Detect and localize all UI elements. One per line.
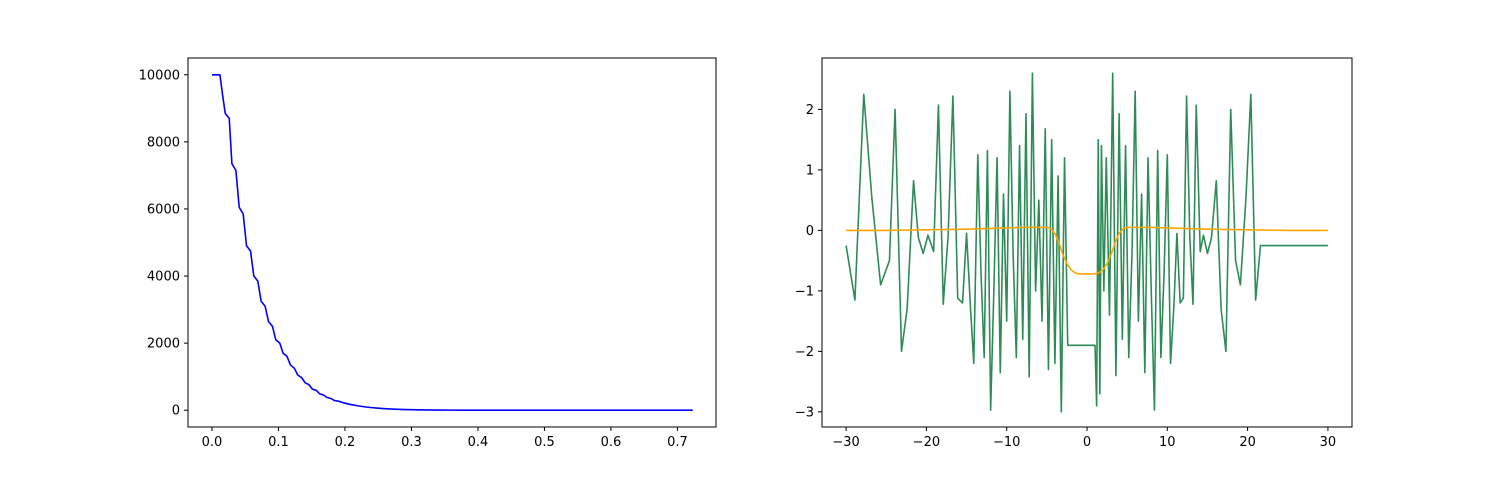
y-tick-label: −1 <box>795 284 814 299</box>
x-tick-label: 20 <box>1239 435 1256 450</box>
x-tick-label: −30 <box>832 435 859 450</box>
x-tick-label: 0.2 <box>335 435 356 450</box>
x-tick-label: 0.5 <box>534 435 555 450</box>
y-tick-label: 6000 <box>147 202 180 217</box>
y-tick-label: 10000 <box>139 68 180 83</box>
x-tick-label: 0.7 <box>667 435 688 450</box>
x-tick-label: 0 <box>1083 435 1091 450</box>
axes-frame <box>187 57 717 428</box>
x-tick-label: 0.1 <box>268 435 289 450</box>
x-tick-label: 30 <box>1320 435 1337 450</box>
x-tick-label: 0.4 <box>468 435 489 450</box>
series-line-0 <box>211 73 693 412</box>
left-chart-panel: 0.0 0.1 0.2 0.3 0.4 0.5 0.6 0.7 0 2000 4000 6000 800… <box>139 57 717 450</box>
y-tick-label: 4000 <box>147 270 180 285</box>
x-tick-label: 0.3 <box>401 435 422 450</box>
x-tick-label: 10 <box>1159 435 1176 450</box>
y-tick-label: 2 <box>806 103 814 118</box>
y-tick-label: 0 <box>806 224 814 239</box>
y-tick-label: −3 <box>795 405 814 420</box>
x-tick-label: −20 <box>913 435 940 450</box>
x-tick-label: −10 <box>993 435 1020 450</box>
x-tick-label: 0.6 <box>601 435 622 450</box>
y-tick-label: 1 <box>806 163 814 178</box>
x-tick-label: 0.0 <box>202 435 223 450</box>
y-tick-label: 2000 <box>147 337 180 352</box>
y-tick-label: 0 <box>172 404 180 419</box>
series-line-1 <box>846 226 1328 275</box>
y-tick-label: 8000 <box>147 135 180 150</box>
series-line-0 <box>845 72 1328 413</box>
y-tick-label: −2 <box>795 345 814 360</box>
